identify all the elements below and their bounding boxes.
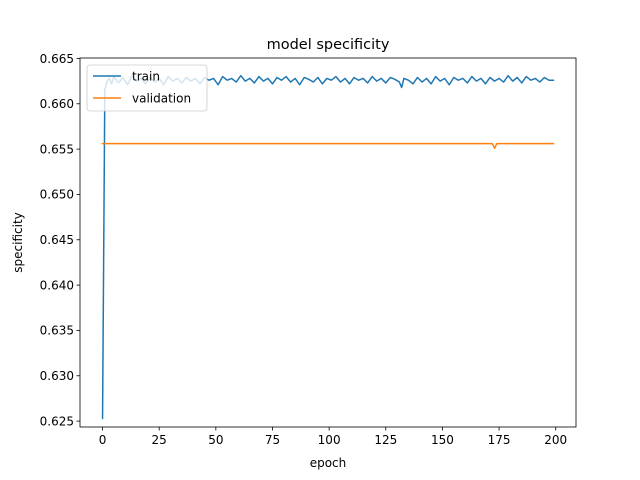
y-tick-label: 0.655	[40, 142, 74, 156]
plot-frame	[79, 57, 577, 428]
y-tick-label: 0.650	[40, 188, 74, 202]
y-tick-label: 0.640	[40, 278, 74, 292]
x-tick-label: 100	[318, 433, 341, 447]
x-tick-label: 25	[152, 433, 167, 447]
legend-label-validation: validation	[132, 92, 191, 106]
x-tick-label: 200	[544, 433, 567, 447]
y-tick-label: 0.635	[40, 324, 74, 338]
y-tick-label: 0.660	[40, 97, 74, 111]
x-tick-label: 0	[99, 433, 107, 447]
x-tick-label: 125	[374, 433, 397, 447]
x-axis-label: epoch	[310, 456, 347, 470]
y-tick-label: 0.665	[40, 52, 74, 66]
plot-background	[80, 58, 576, 427]
x-tick-label: 175	[488, 433, 511, 447]
x-tick-label: 150	[431, 433, 454, 447]
x-tick-label: 75	[265, 433, 280, 447]
y-tick-label: 0.625	[40, 414, 74, 428]
legend: train validation	[86, 64, 208, 112]
legend-label-train: train	[132, 70, 160, 84]
series-line-validation	[101, 142, 555, 149]
y-axis-label: specificity	[11, 212, 25, 272]
x-tick-label: 50	[208, 433, 223, 447]
y-tick-label: 0.645	[40, 233, 74, 247]
chart-title: model specificity	[267, 37, 390, 53]
x-axis-ticks: 0 25 50 75 100 125 150 175 200	[99, 427, 567, 447]
y-tick-label: 0.630	[40, 369, 74, 383]
y-axis-ticks: 0.625 0.630 0.635 0.640 0.645 0.650 0.655 0.660…	[40, 52, 80, 428]
